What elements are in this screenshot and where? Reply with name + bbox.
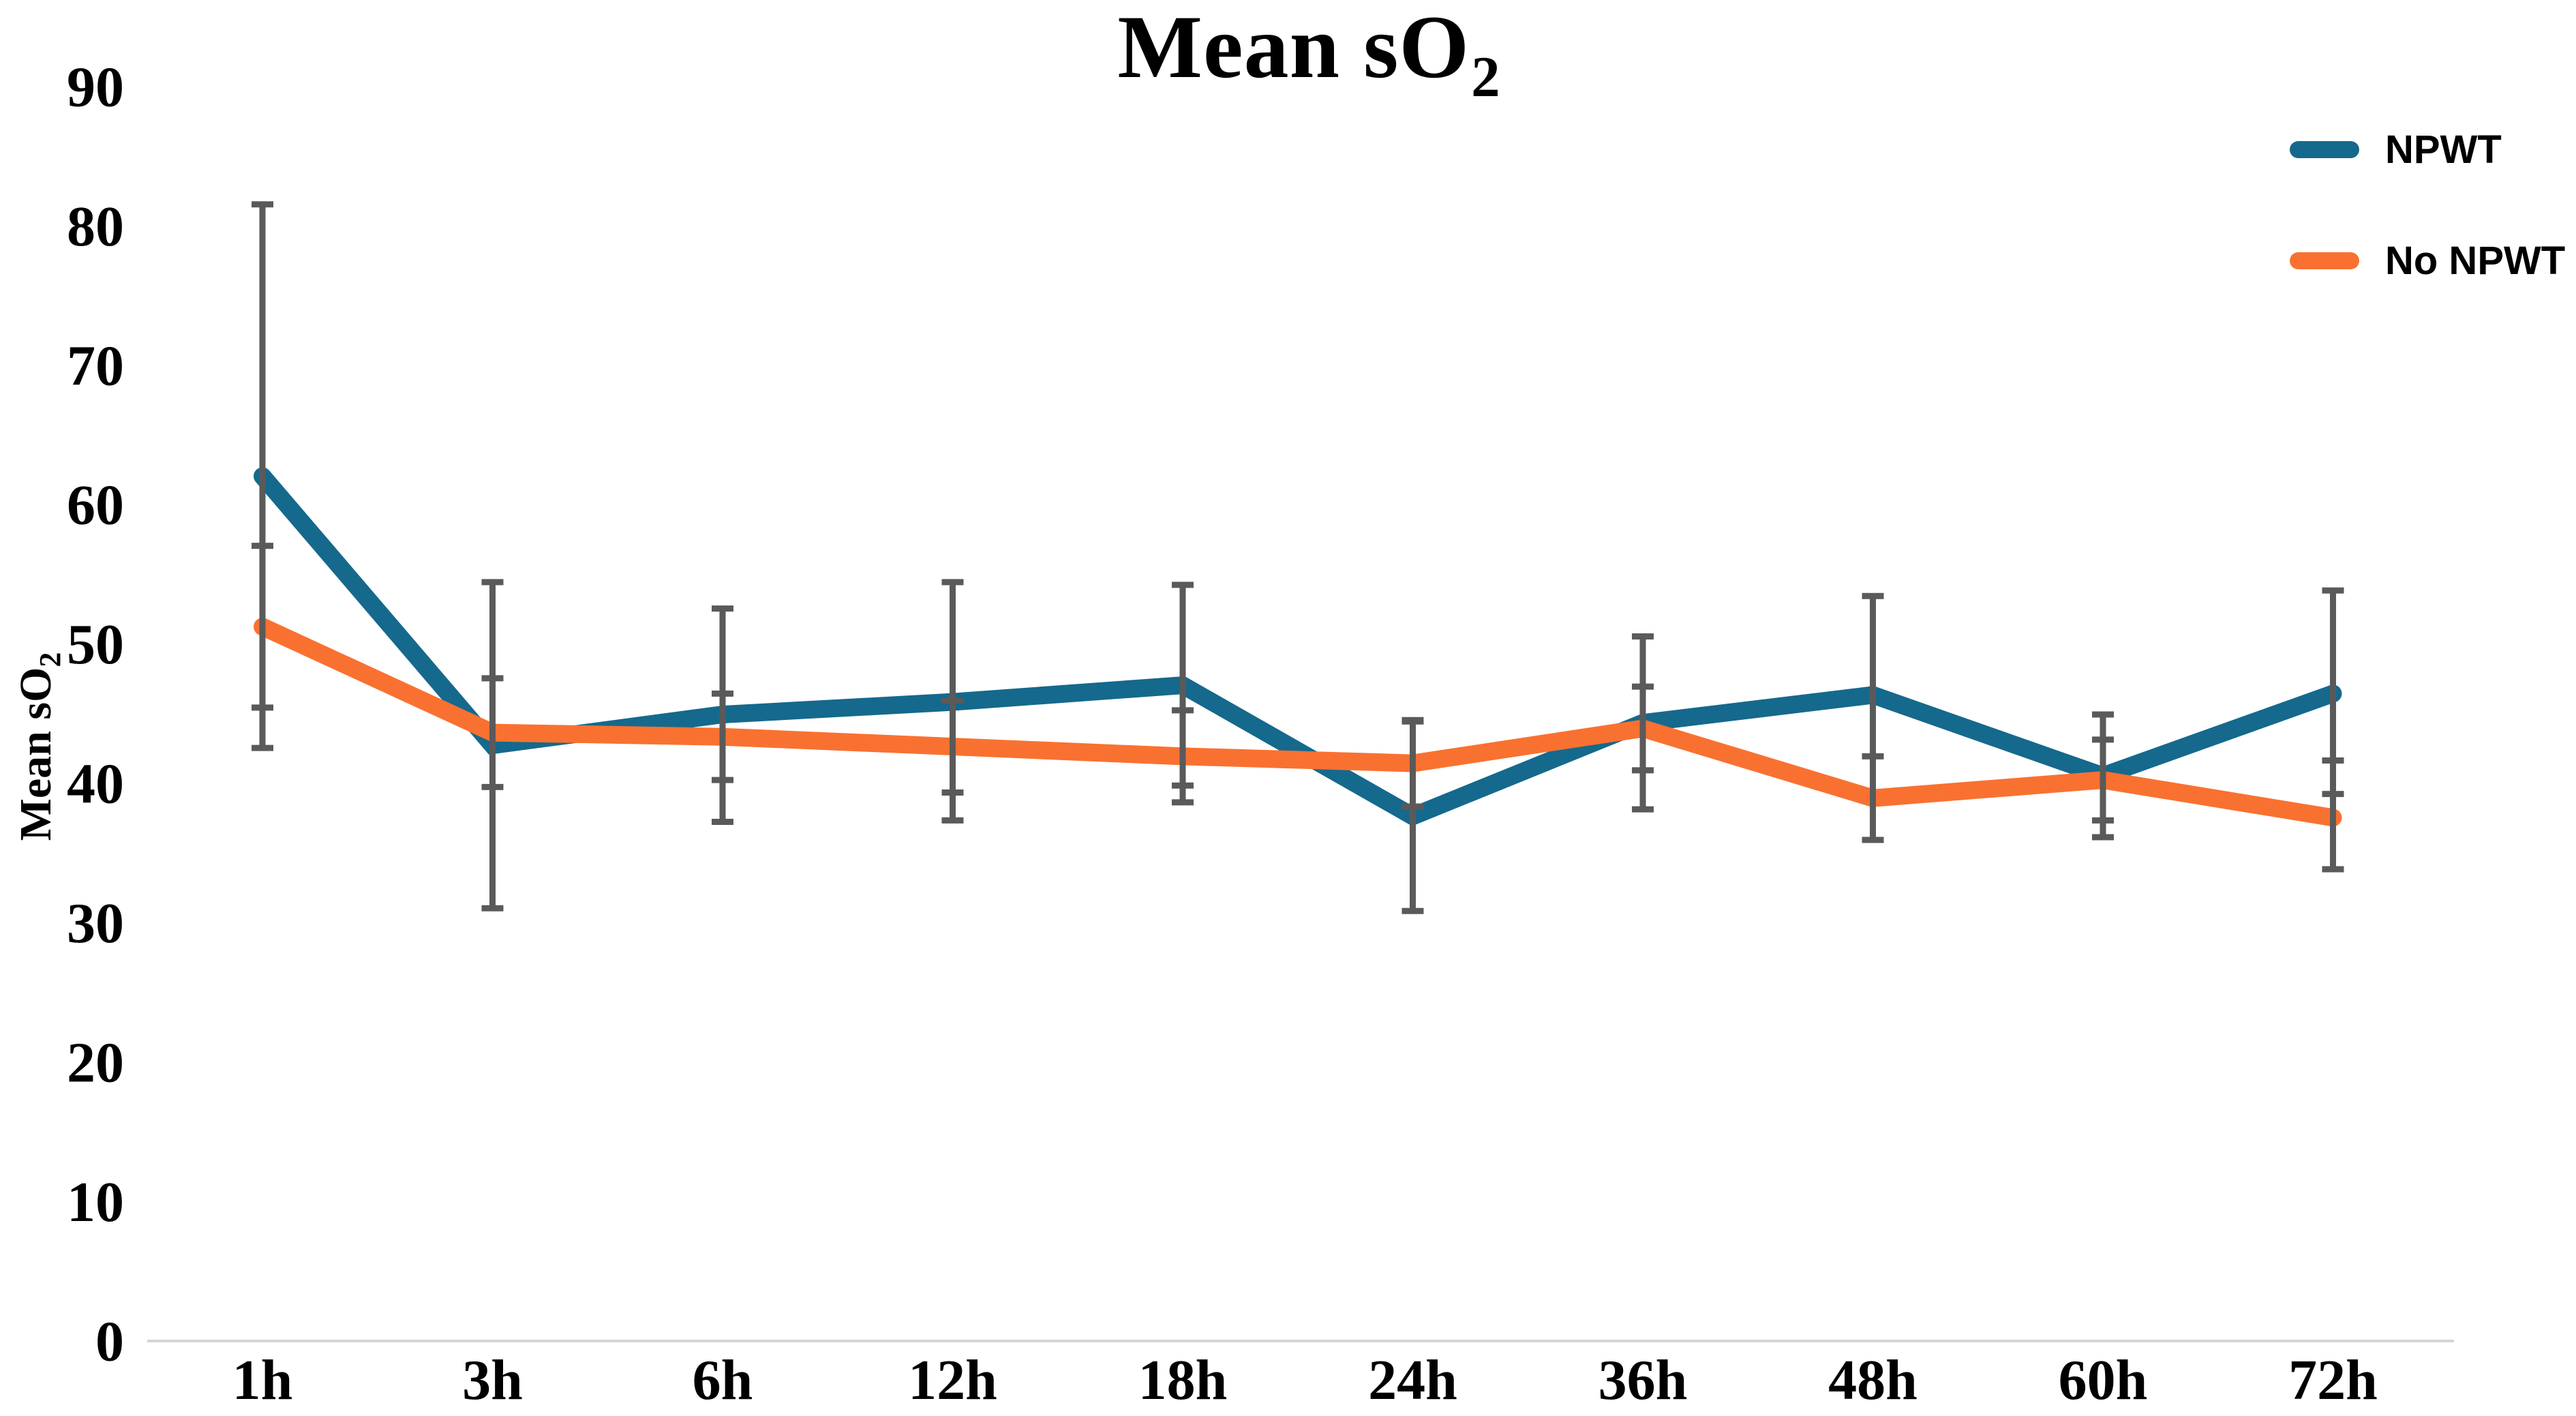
- npwt-line-swatch: [2290, 141, 2359, 158]
- x-tick-label: 24h: [1368, 1349, 1457, 1412]
- y-tick-label: 60: [67, 474, 124, 537]
- chart-title-text: Mean sO: [1117, 0, 1470, 97]
- no-npwt-line-swatch: [2290, 252, 2359, 269]
- no-npwt-line: [254, 618, 2342, 827]
- x-tick-label: 18h: [1138, 1349, 1228, 1412]
- x-tick-label: 60h: [2059, 1349, 2148, 1412]
- chart-title: Mean sO2: [20, 0, 2576, 106]
- legend-label-npwt: NPWT: [2385, 127, 2502, 172]
- legend-item-no-npwt: No NPWT: [2290, 238, 2569, 284]
- x-tick-label: 3h: [462, 1349, 523, 1412]
- x-tick-label: 12h: [908, 1349, 997, 1412]
- x-tick-label: 1h: [232, 1349, 293, 1412]
- y-tick-label: 80: [67, 195, 124, 258]
- y-tick-label: 90: [67, 55, 124, 119]
- y-tick-label: 50: [67, 613, 124, 676]
- npwt-error-bars: [252, 201, 2344, 914]
- x-tick-label: 48h: [1828, 1349, 1918, 1412]
- y-tick-label: 40: [67, 753, 124, 816]
- y-tick-label: 20: [67, 1031, 124, 1095]
- y-tick-label: 70: [67, 334, 124, 397]
- legend-label-no-npwt: No NPWT: [2385, 239, 2566, 283]
- chart-title-subscript: 2: [1471, 45, 1501, 109]
- no-npwt-error-bars: [252, 543, 2344, 873]
- y-tick-label: 30: [67, 892, 124, 955]
- x-tick-label: 72h: [2288, 1349, 2378, 1412]
- y-tick-label: 0: [95, 1310, 124, 1373]
- legend: NPWT No NPWT: [2290, 127, 2569, 284]
- legend-item-npwt: NPWT: [2290, 127, 2569, 172]
- y-tick-label: 10: [67, 1171, 124, 1234]
- x-tick-label: 36h: [1598, 1349, 1688, 1412]
- x-tick-label: 6h: [693, 1349, 753, 1412]
